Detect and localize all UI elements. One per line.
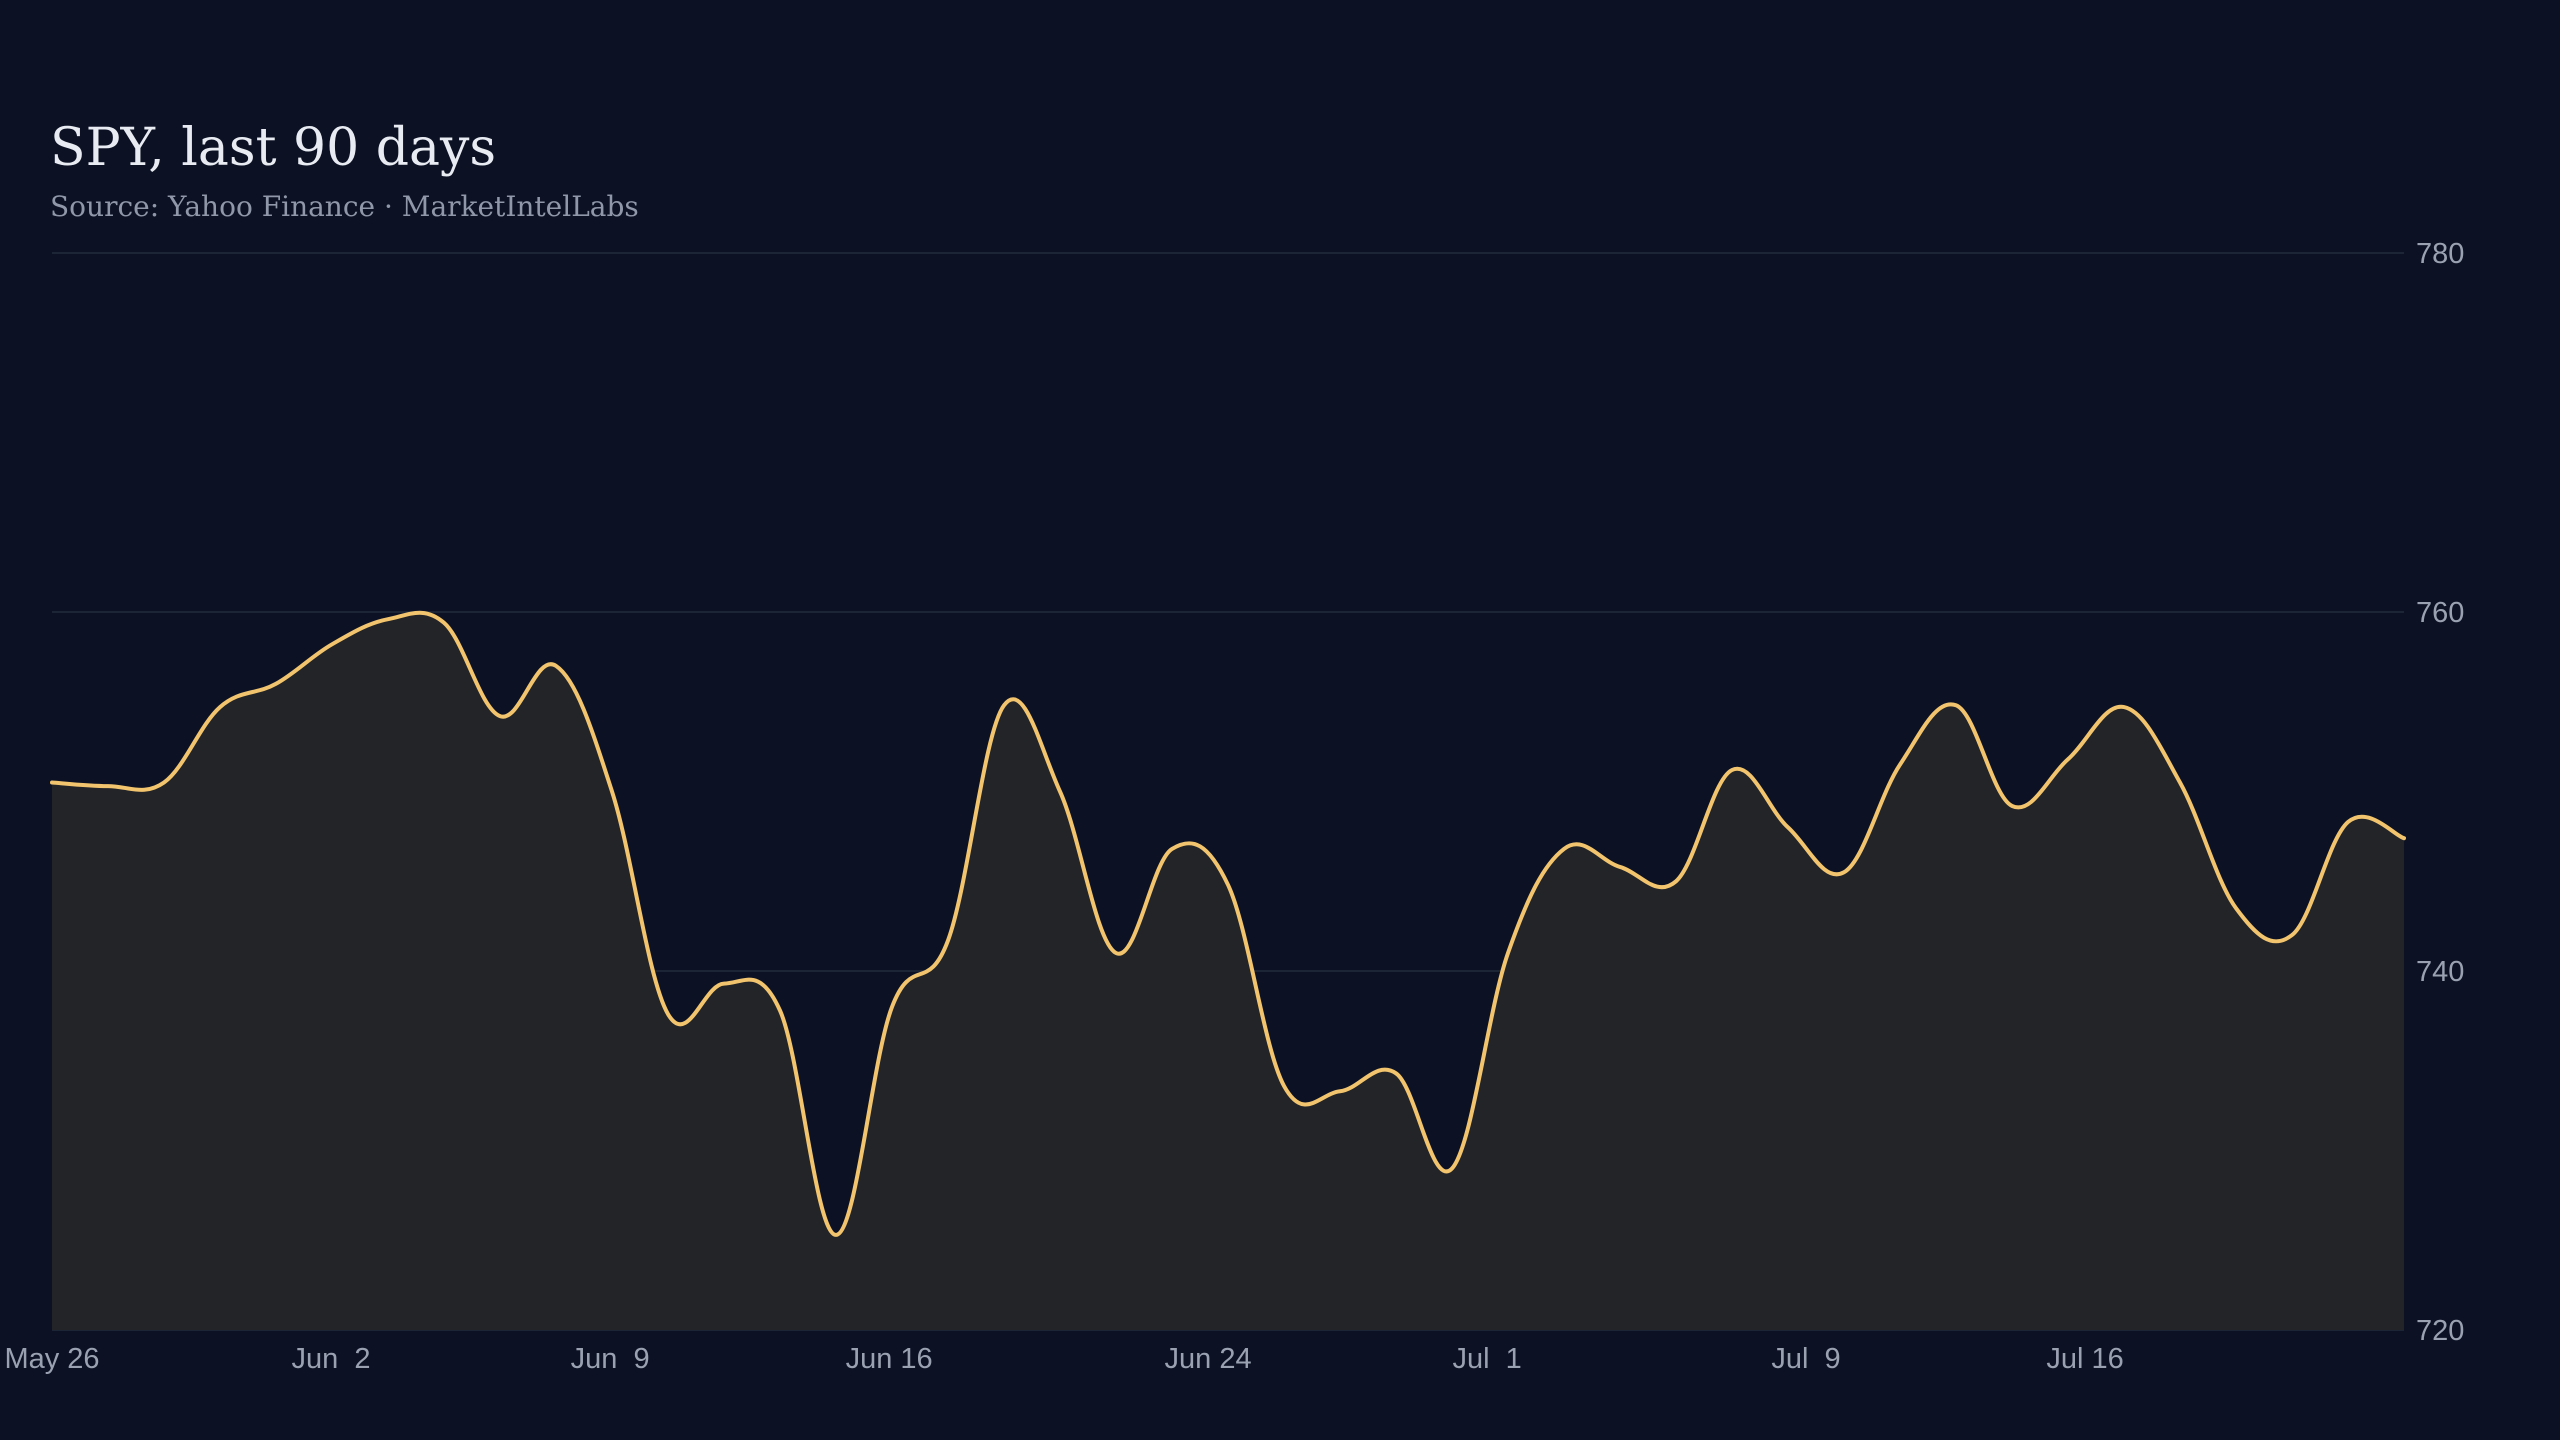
chart-subtitle: Source: Yahoo Finance · MarketIntelLabs	[50, 190, 639, 223]
chart-title: SPY, last 90 days	[50, 118, 497, 178]
x-tick-label: Jun 24	[1165, 1343, 1252, 1375]
y-axis-ticks: 780 760 740 720	[2416, 238, 2464, 1347]
y-tick-label: 780	[2416, 238, 2464, 270]
x-axis-ticks: May 26 Jun 2 Jun 9 Jun 16 Jun 24 Jul 1 Jul 9 Ju…	[4, 1343, 2123, 1375]
y-tick-label: 760	[2416, 597, 2464, 629]
x-tick-label: Jul 1	[1452, 1343, 1521, 1375]
x-tick-label: Jul 16	[2046, 1343, 2123, 1375]
y-tick-label: 720	[2416, 1315, 2464, 1347]
series-line	[50, 610, 2406, 1237]
series-area-fill	[52, 612, 2404, 1330]
x-tick-label: Jun 16	[846, 1343, 933, 1375]
x-tick-label: Jun 2	[292, 1343, 371, 1375]
x-tick-label: Jul 9	[1771, 1343, 1840, 1375]
x-tick-label: Jun 9	[571, 1343, 650, 1375]
x-tick-label: May 26	[4, 1343, 99, 1375]
y-tick-label: 740	[2416, 956, 2464, 988]
